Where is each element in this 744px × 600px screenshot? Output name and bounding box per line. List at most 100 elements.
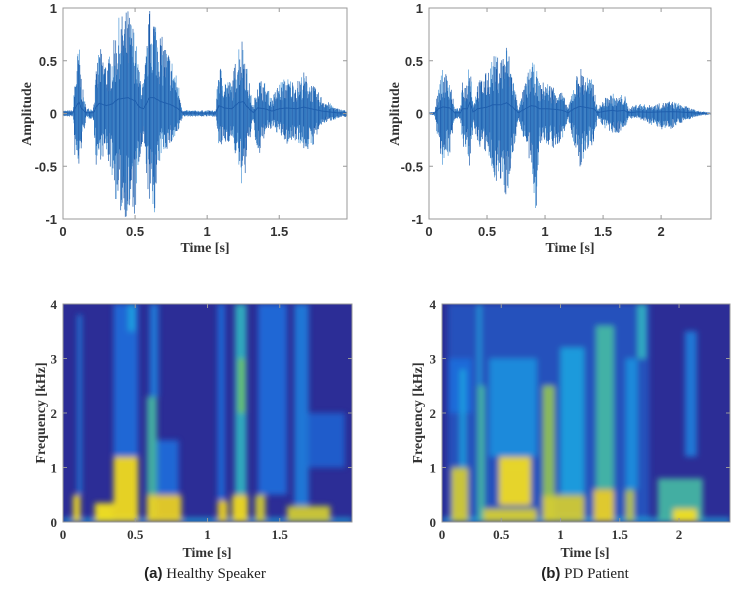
spectrogram-energy-region (128, 304, 136, 332)
spectrogram-harmonic (451, 471, 469, 474)
spectrogram-harmonic (451, 493, 469, 496)
spectrogram-energy-region (542, 494, 585, 522)
waveform-baseline (429, 101, 711, 114)
y-tick-label: 0.5 (405, 54, 423, 69)
spectrogram-energy-region (483, 508, 537, 522)
spectrogram-harmonic (113, 504, 139, 507)
caption-a: (a) Healthy Speaker (144, 565, 266, 583)
spectrogram-energy-region (149, 304, 159, 397)
x-axis-label: Time [s] (545, 241, 594, 256)
spectrogram-harmonic (73, 499, 81, 502)
spectrogram-harmonic (451, 515, 469, 518)
spectrogram-energy-region (232, 494, 248, 522)
y-tick-label: -1 (45, 212, 57, 227)
spectrogram-harmonic (451, 499, 469, 502)
x-tick-label: 1.5 (612, 527, 629, 542)
spectrogram-harmonic (217, 510, 228, 513)
y-axis-label: Frequency [kHz] (34, 362, 49, 463)
spectrogram-harmonic (113, 471, 139, 474)
spectrogram-harmonic (625, 504, 634, 507)
spectrogram-energy-region (156, 440, 179, 495)
spectrogram-harmonic (113, 499, 139, 502)
spectrogram-energy-region (542, 385, 555, 522)
spectrogram-harmonic (498, 466, 531, 469)
spectrogram-harmonic (146, 510, 182, 513)
y-tick-label: 0 (51, 515, 58, 530)
spectrogram-energy-region (146, 396, 157, 522)
y-tick-label: 0 (430, 515, 437, 530)
spectrogram-pd-axes: Time [s] Frequency [kHz] 0 0.5 1 1.5 2 0 1 2 3 4 (411, 297, 731, 561)
spectrogram-harmonic (232, 504, 248, 507)
y-tick-label: 1 (430, 461, 437, 476)
x-tick-label: 1.5 (594, 224, 612, 239)
y-tick-label: 0.5 (39, 54, 57, 69)
spectrogram-energy-region (498, 456, 531, 506)
spectrogram-harmonic (625, 510, 634, 513)
spectrogram-harmonic (451, 488, 469, 491)
waveform-series (63, 10, 347, 217)
spectrogram-energy-region (489, 358, 537, 457)
spectrogram-energy-region (77, 314, 82, 495)
spectrogram-harmonic (593, 499, 614, 502)
spectrogram-energy-region (73, 494, 81, 522)
spectrogram-harmonic (593, 493, 614, 496)
y-tick-label: 0 (50, 107, 57, 122)
x-tick-label: 2 (657, 224, 664, 239)
spectrogram-energy-region (286, 505, 331, 522)
y-tick-label: 4 (51, 297, 58, 312)
spectrogram-harmonic (451, 504, 469, 507)
spectrogram-energy-region (477, 385, 485, 522)
spectrogram-image (63, 304, 352, 522)
spectrogram-energy-region (673, 508, 697, 522)
spectrogram-harmonic (94, 506, 114, 509)
spectrogram-energy-region (442, 518, 730, 522)
spectrogram-energy (442, 304, 730, 522)
x-tick-label: 0.5 (493, 527, 510, 542)
y-tick-label: 2 (430, 406, 437, 421)
spectrogram-energy-region (596, 325, 614, 490)
spectrogram-harmonic (593, 510, 614, 513)
spectrogram-harmonic (113, 493, 139, 496)
spectrogram-harmonic (483, 516, 537, 519)
x-tick-label: 1 (204, 527, 211, 542)
spectrogram-harmonic (113, 515, 139, 518)
spectrogram-energy-region (237, 358, 246, 413)
spectrogram-harmonic (498, 477, 531, 480)
y-tick-label: 2 (51, 406, 58, 421)
x-tick-label: 0.5 (127, 527, 144, 542)
x-tick-label: 0.5 (126, 224, 144, 239)
x-axis-label: Time [s] (180, 241, 229, 256)
x-tick-label: 0.5 (478, 224, 496, 239)
caption-a-text: Healthy Speaker (166, 566, 266, 582)
spectrogram-harmonic (232, 515, 248, 518)
x-tick-label: 1 (541, 224, 548, 239)
x-tick-label: 1.5 (272, 527, 289, 542)
spectrogram-harmonic (113, 477, 139, 480)
x-tick-label: 0 (425, 224, 432, 239)
spectrogram-harmonic (255, 515, 266, 518)
y-tick-label: 4 (430, 297, 437, 312)
spectrogram-harmonic (542, 499, 585, 502)
waveform-series (429, 47, 711, 208)
caption-b: (b) PD Patient (541, 565, 629, 583)
x-tick-label: 1 (557, 527, 564, 542)
x-tick-label: 0 (60, 527, 67, 542)
spectrogram-energy-region (477, 304, 482, 386)
caption-a-tag: (a) (144, 565, 163, 582)
y-tick-label: -0.5 (35, 159, 57, 174)
y-tick-label: 3 (51, 352, 58, 367)
spectrogram-harmonic (542, 515, 585, 518)
spectrogram-harmonic (286, 510, 331, 513)
spectrogram-energy-region (560, 347, 585, 495)
x-tick-label: 1.5 (270, 224, 288, 239)
spectrogram-harmonic (73, 515, 81, 518)
caption-b-tag: (b) (541, 565, 561, 582)
y-tick-label: 1 (50, 1, 57, 16)
spectrogram-harmonic (255, 504, 266, 507)
spectrogram-image (442, 304, 730, 522)
spectrogram-harmonic (498, 461, 531, 464)
spectrogram-energy-region (637, 304, 646, 359)
spectrogram-harmonic (593, 504, 614, 507)
spectrogram-energy-region (255, 494, 266, 522)
x-axis-label: Time [s] (560, 546, 609, 561)
